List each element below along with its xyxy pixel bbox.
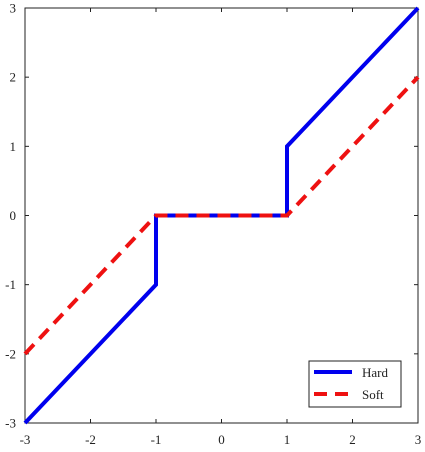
- y-tick-label: 1: [10, 139, 17, 154]
- x-tick-label: -3: [20, 432, 31, 447]
- x-tick-label: -2: [85, 432, 96, 447]
- x-tick-label: 2: [349, 432, 356, 447]
- x-tick-label: 0: [218, 432, 225, 447]
- y-tick-label: 0: [10, 208, 17, 223]
- y-tick-label: -3: [5, 416, 16, 431]
- y-tick-label: -2: [5, 346, 16, 361]
- series-line-soft: [23, 75, 420, 356]
- series-layer: [23, 6, 420, 425]
- y-tick-label: 2: [10, 70, 17, 85]
- x-tick-label: 3: [415, 432, 422, 447]
- x-tick-label: 1: [284, 432, 291, 447]
- y-tick-label: 3: [10, 1, 17, 16]
- legend-box: [308, 360, 402, 408]
- legend-label-soft: Soft: [362, 387, 384, 402]
- legend: Hard Soft: [308, 360, 402, 408]
- legend-label-hard: Hard: [362, 365, 388, 380]
- y-tick-label: -1: [5, 277, 16, 292]
- axis-ticks: -3 -2 -1 0 1 2 3 -3 -2 -1 0 1 2 3: [5, 1, 421, 448]
- x-tick-label: -1: [151, 432, 162, 447]
